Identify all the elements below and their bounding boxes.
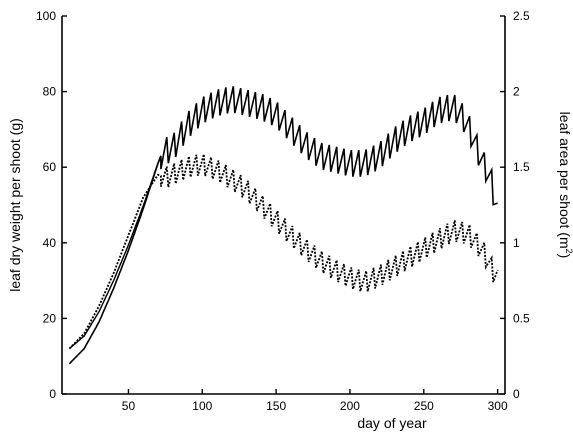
x-tick-label: 50 — [122, 399, 136, 413]
y-left-tick-label: 60 — [43, 160, 57, 174]
x-axis-title: day of year — [357, 415, 427, 431]
x-tick-label: 150 — [266, 399, 286, 413]
y-left-tick-label: 40 — [43, 236, 57, 250]
y-axis-right-title-prefix: leaf area per shoot (m — [557, 112, 573, 249]
axis-ticks: 50 100 150 200 250 300 0 20 40 60 80 100 0 0.5 1 1.5 2 2.… — [36, 9, 530, 413]
x-tick-label: 200 — [340, 399, 360, 413]
y-right-tick-label: 0.5 — [513, 311, 530, 325]
y-right-tick-label: 1.5 — [513, 160, 530, 174]
y-left-tick-label: 100 — [36, 9, 56, 23]
y-left-tick-label: 0 — [49, 387, 56, 401]
series-growth-envelope-line — [68, 155, 162, 350]
series-leaf-area-line — [68, 153, 499, 350]
y-left-tick-label: 80 — [43, 85, 57, 99]
y-axis-right-title-suffix: ) — [557, 254, 573, 259]
y-axis-right-title: leaf area per shoot (m2) — [557, 112, 573, 259]
y-right-tick-label: 2 — [513, 85, 520, 99]
y-right-tick-label: 1 — [513, 236, 520, 250]
x-tick-label: 250 — [414, 399, 434, 413]
y-axis-left-title: leaf dry weight per shoot (g) — [7, 118, 23, 292]
series-layer — [68, 86, 499, 365]
series-leaf-dry-weight-line — [68, 86, 498, 365]
y-axis-right-title-exponent: 2 — [564, 249, 573, 254]
y-left-tick-label: 20 — [43, 311, 57, 325]
x-tick-label: 300 — [488, 399, 508, 413]
y-right-tick-label: 2.5 — [513, 9, 530, 23]
x-tick-label: 100 — [192, 399, 212, 413]
y-right-tick-label: 0 — [513, 387, 520, 401]
